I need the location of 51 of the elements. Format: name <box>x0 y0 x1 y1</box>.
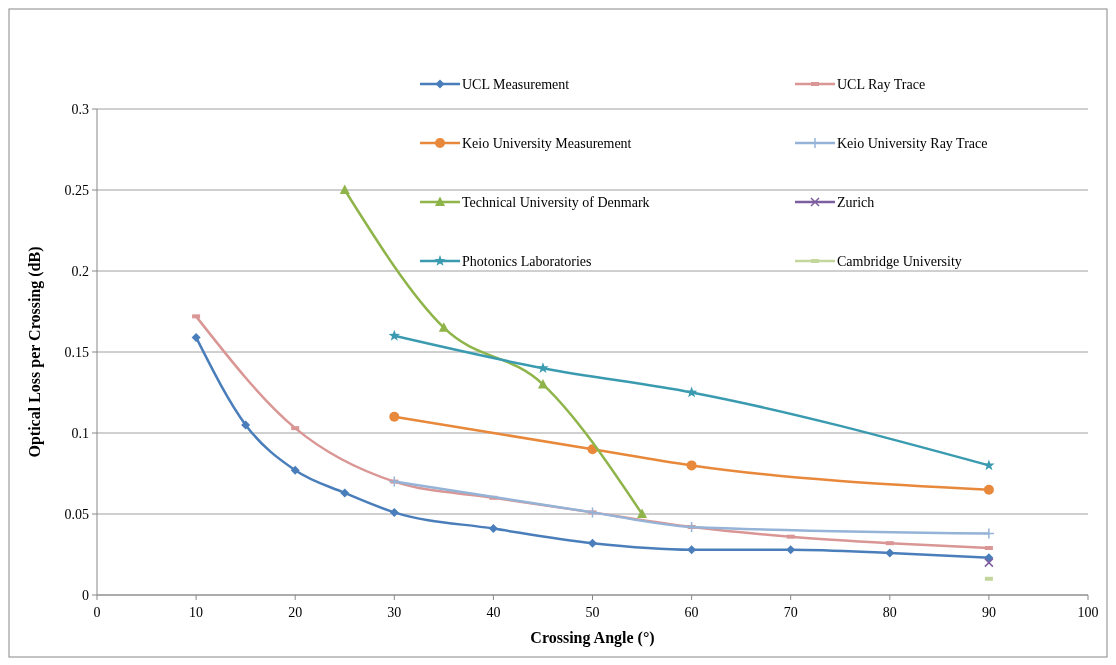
point <box>685 386 698 398</box>
point <box>983 484 994 495</box>
point <box>388 329 401 341</box>
legend-label: UCL Ray Trace <box>837 76 926 92</box>
point <box>983 527 995 540</box>
y-tick-label: 0.2 <box>71 263 89 279</box>
point <box>537 362 549 374</box>
point <box>241 420 251 430</box>
point <box>984 557 994 568</box>
x-tick-label: 0 <box>93 605 101 620</box>
point <box>340 488 350 498</box>
point <box>339 184 350 194</box>
x-tick-label: 60 <box>684 605 699 620</box>
legend-label: UCL Measurement <box>462 76 570 92</box>
legend-label: Photonics Laboratories <box>462 253 592 269</box>
x-tick-label: 70 <box>783 605 798 620</box>
point <box>637 508 648 518</box>
legend-label: Technical University of Denmark <box>462 194 650 210</box>
legend-label: Keio University Ray Trace <box>837 135 988 151</box>
point <box>687 545 697 555</box>
point <box>290 465 300 475</box>
x-tick-label: 80 <box>882 605 897 620</box>
point <box>389 411 400 422</box>
point <box>588 538 597 548</box>
legend-label: Keio University Measurement <box>462 135 632 151</box>
point <box>786 545 796 555</box>
x-tick-label: 90 <box>981 605 996 620</box>
point <box>389 507 399 517</box>
point <box>586 506 599 519</box>
x-tick-label: 100 <box>1077 605 1099 620</box>
y-tick-label: 0.15 <box>64 344 89 360</box>
x-tick-label: 30 <box>387 605 402 620</box>
x-tick-label: 40 <box>486 605 501 620</box>
x-tick-label: 20 <box>288 605 303 620</box>
y-tick-label: 0.25 <box>64 182 89 198</box>
point <box>885 548 895 558</box>
point <box>686 460 697 471</box>
y-tick-label: 0 <box>82 587 89 603</box>
legend-label: Zurich <box>837 194 875 210</box>
y-tick-label: 0.3 <box>71 101 89 117</box>
x-tick-label: 50 <box>585 605 600 620</box>
point <box>438 322 449 332</box>
y-tick-label: 0.05 <box>64 506 89 522</box>
y-axis-title: Optical Loss per Crossing (dB) <box>26 246 44 458</box>
point <box>191 332 201 342</box>
y-tick-label: 0.1 <box>71 425 89 441</box>
legend-label: Cambridge University <box>837 253 962 269</box>
point <box>388 475 401 488</box>
point <box>488 524 498 534</box>
x-tick-label: 10 <box>189 605 204 620</box>
x-axis-title: Crossing Angle (°) <box>530 629 655 647</box>
